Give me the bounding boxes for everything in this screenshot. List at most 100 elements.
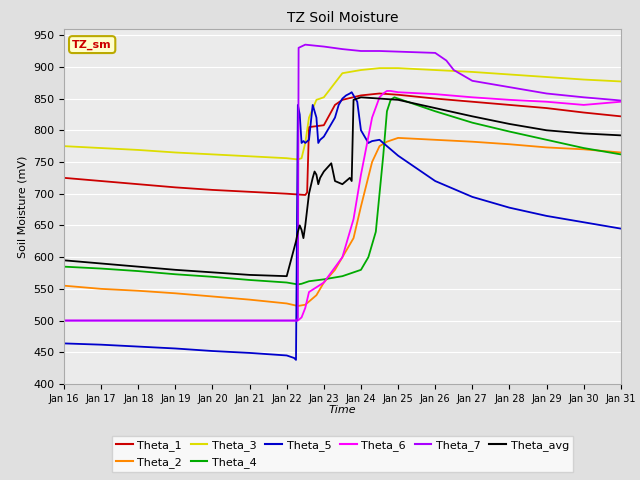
- Theta_2: [383, 139, 391, 144]
- Title: TZ Soil Moisture: TZ Soil Moisture: [287, 11, 398, 25]
- Theta_7: [60, 318, 68, 324]
- Theta_4: [580, 145, 588, 151]
- Theta_3: [339, 71, 346, 76]
- Theta_4: [617, 152, 625, 157]
- Theta_7: [506, 84, 513, 90]
- Theta_avg: [294, 229, 301, 235]
- Theta_avg: [617, 132, 625, 138]
- Theta_1: [506, 102, 513, 108]
- Theta_4: [431, 108, 439, 114]
- Theta_3: [301, 140, 309, 146]
- Theta_7: [209, 318, 216, 324]
- Theta_4: [60, 264, 68, 270]
- Theta_5: [543, 213, 550, 219]
- Theta_3: [468, 69, 476, 75]
- Theta_3: [320, 95, 328, 100]
- Theta_5: [348, 89, 356, 95]
- Theta_avg: [97, 261, 105, 266]
- Theta_avg: [468, 113, 476, 119]
- Theta_6: [468, 95, 476, 100]
- Theta_avg: [346, 175, 354, 181]
- Line: Theta_2: Theta_2: [64, 138, 621, 306]
- Theta_1: [283, 191, 291, 197]
- Theta_6: [376, 95, 383, 100]
- Theta_3: [60, 143, 68, 149]
- Theta_7: [246, 318, 253, 324]
- Theta_avg: [349, 97, 357, 103]
- Theta_3: [431, 67, 439, 73]
- Theta_3: [172, 150, 179, 156]
- Line: Theta_avg: Theta_avg: [64, 97, 621, 276]
- Theta_7: [442, 58, 450, 63]
- Theta_6: [298, 314, 305, 320]
- Theta_1: [394, 92, 402, 97]
- Theta_7: [301, 42, 309, 48]
- Theta_3: [294, 156, 301, 162]
- Theta_1: [60, 175, 68, 181]
- Theta_5: [97, 342, 105, 348]
- Theta_3: [246, 154, 253, 159]
- Theta_2: [331, 267, 339, 273]
- Theta_5: [394, 153, 402, 158]
- Theta_2: [294, 303, 301, 309]
- Theta_1: [468, 99, 476, 105]
- Theta_5: [346, 91, 354, 96]
- Theta_5: [365, 140, 372, 146]
- Theta_5: [298, 140, 305, 146]
- Theta_avg: [506, 121, 513, 127]
- Theta_1: [543, 105, 550, 111]
- Theta_avg: [316, 175, 324, 181]
- Theta_3: [617, 79, 625, 84]
- Theta_3: [357, 67, 365, 73]
- Theta_2: [246, 297, 253, 302]
- Theta_2: [468, 139, 476, 144]
- Theta_4: [372, 229, 380, 235]
- Theta_6: [60, 318, 68, 324]
- Theta_avg: [298, 227, 305, 233]
- Theta_1: [301, 192, 309, 198]
- Theta_6: [431, 91, 439, 97]
- Theta_4: [387, 97, 394, 103]
- Theta_5: [331, 115, 339, 120]
- Theta_avg: [328, 160, 335, 166]
- Theta_5: [342, 93, 350, 98]
- Theta_avg: [314, 181, 322, 187]
- Theta_5: [376, 137, 383, 143]
- Theta_2: [376, 143, 383, 149]
- Theta_6: [301, 305, 309, 311]
- Theta_4: [380, 153, 387, 158]
- Theta_5: [335, 102, 342, 108]
- Theta_5: [351, 96, 359, 101]
- Theta_7: [172, 318, 179, 324]
- Theta_2: [209, 294, 216, 300]
- Theta_2: [283, 300, 291, 306]
- Theta_avg: [431, 105, 439, 111]
- Theta_avg: [246, 272, 253, 278]
- Y-axis label: Soil Moisture (mV): Soil Moisture (mV): [17, 155, 28, 258]
- Theta_2: [97, 286, 105, 292]
- Theta_7: [543, 91, 550, 96]
- Theta_1: [357, 93, 365, 98]
- Theta_5: [353, 99, 361, 105]
- Theta_4: [320, 276, 328, 282]
- Theta_6: [294, 318, 301, 324]
- Theta_2: [320, 280, 328, 286]
- Theta_1: [431, 96, 439, 101]
- Theta_avg: [320, 168, 328, 174]
- Theta_5: [309, 102, 317, 108]
- Theta_6: [134, 318, 142, 324]
- Theta_2: [368, 159, 376, 165]
- Theta_4: [339, 273, 346, 279]
- Theta_5: [283, 353, 291, 359]
- Theta_2: [394, 135, 402, 141]
- Theta_2: [312, 292, 320, 298]
- Theta_4: [365, 254, 372, 260]
- Theta_5: [316, 137, 324, 143]
- Theta_6: [368, 115, 376, 120]
- Line: Theta_1: Theta_1: [64, 94, 621, 195]
- Theta_5: [357, 127, 365, 133]
- Theta_5: [328, 121, 335, 127]
- Theta_7: [376, 48, 383, 54]
- Theta_1: [97, 178, 105, 184]
- Theta_1: [303, 190, 311, 195]
